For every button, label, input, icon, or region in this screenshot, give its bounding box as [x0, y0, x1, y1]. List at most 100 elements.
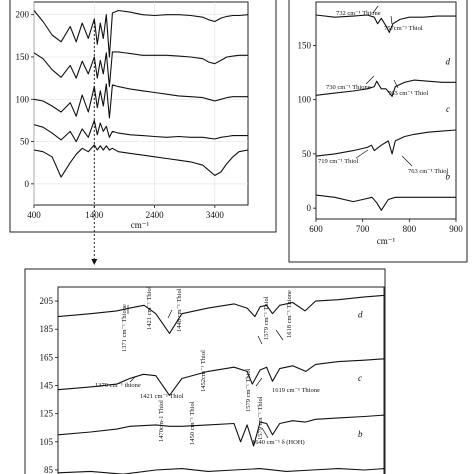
low-trace-1	[315, 14, 456, 33]
low-y-tick-label: 150	[298, 40, 312, 50]
mid-y-tick-label: 125	[40, 409, 54, 419]
annotation-1421-thiol-c: 1421 cm⁻¹ Thiol	[140, 393, 184, 400]
panel-low-trace-labels: edcb	[446, 0, 451, 181]
low-trace-label-c: c	[446, 104, 450, 114]
arrow-1619-c	[255, 377, 263, 387]
low-y-tick-label: 0	[307, 203, 312, 213]
panel-full-x-axis-label: cm⁻¹	[131, 220, 150, 230]
annotation-730-thione: 730 cm⁻¹ Thione	[326, 84, 371, 91]
low-x-tick-label: 900	[449, 224, 463, 234]
low-y-tick-label: 50	[302, 149, 312, 159]
panel-mid-traces	[57, 294, 385, 474]
low-trace-label-d: d	[446, 56, 451, 66]
annotation-1640-hoh: 1640 cm⁻¹ δ (HOH)	[252, 439, 305, 446]
panel-mid-trace-labels: d c b	[358, 309, 363, 439]
region-marker-arrow	[91, 259, 98, 265]
low-y-tick-label: 100	[298, 95, 312, 105]
full-trace-2	[33, 51, 248, 88]
full-y-tick-label: 50	[20, 137, 30, 147]
arrow-1579-d	[257, 335, 263, 345]
full-trace-1	[33, 9, 249, 58]
mid-y-tick-label: 185	[40, 324, 54, 334]
full-y-tick-label: 200	[16, 10, 30, 20]
low-x-tick-label: 700	[356, 224, 370, 234]
panel-mid-range: 85 105 125 145 165 185 205 d c b 1371 cm⁻¹ Thion…	[24, 268, 386, 474]
annotation-1579-thiol-c: 1579 cm⁻¹ Thiol	[245, 368, 252, 412]
panel-low-arrows	[355, 5, 413, 167]
mid-y-tick-label: 105	[40, 437, 54, 447]
panel-mid-annotations: 1371 cm⁻¹ Thione 1421 cm⁻¹ Thiol 1448 cm…	[95, 286, 320, 446]
mid-trace-2	[57, 358, 385, 396]
annotation-1450-thiol-b: 1450 cm⁻¹ Thiol	[189, 401, 196, 445]
arrow-730	[365, 75, 375, 85]
panel-full-frame	[9, 0, 277, 233]
low-trace-2	[315, 79, 456, 97]
arrow-719	[355, 149, 369, 159]
mid-trace-label-b: b	[358, 429, 363, 439]
panel-low-x-axis-label: cm⁻¹	[377, 236, 396, 246]
panel-mid-arrows	[127, 305, 284, 439]
panel-mid-y-ticks: 85 105 125 145 165 185 205	[40, 296, 58, 474]
mid-y-tick-label: 165	[40, 352, 54, 362]
full-trace-3	[33, 83, 248, 119]
annotation-719-thiol: 719 cm⁻¹ Thiol	[318, 158, 358, 165]
panel-low-y-ticks: 0 50 100 150	[298, 40, 316, 213]
arrow-1618-d	[275, 329, 284, 341]
panel-low-traces	[315, 14, 457, 211]
mid-y-tick-label: 145	[40, 381, 54, 391]
panel-low-plot-area	[315, 1, 457, 220]
arrow-732	[372, 5, 379, 14]
low-trace-label-b: b	[446, 171, 451, 181]
full-x-tick-label: 400	[27, 210, 41, 220]
panel-low-frame	[288, 0, 468, 263]
annotation-757-thiol: 757cm⁻¹ Thiol	[384, 25, 423, 32]
full-x-tick-label: 2400	[146, 210, 165, 220]
mid-trace-label-c: c	[358, 373, 362, 383]
low-x-tick-label: 800	[403, 224, 417, 234]
mid-trace-4	[57, 468, 385, 474]
annotation-1421-thiol-d: 1421 cm⁻¹ Thiol	[146, 286, 153, 330]
arrow-1421-d	[167, 309, 173, 319]
panel-mid-frame	[24, 268, 386, 474]
arrow-763-c	[401, 155, 413, 167]
annotation-1619-thione-c: 1619 cm⁻¹ Thione	[272, 387, 320, 394]
annotation-763-thiol-d: 763 cm⁻¹ Thiol	[388, 90, 428, 97]
panel-full-traces	[33, 9, 249, 178]
arrow-1370-c	[129, 375, 137, 383]
arrow-757	[390, 15, 393, 25]
full-trace-5	[33, 144, 249, 178]
low-x-tick-label: 600	[309, 224, 323, 234]
annotation-1448-thiol-d: 1448 cm⁻¹ Thiol	[176, 288, 183, 332]
arrow-1640	[261, 427, 269, 439]
annotation-1579-thiol-b: 1579 cm⁻¹ Thiol	[257, 396, 264, 440]
panel-low-annotations: 732 cm⁻¹ Thione 757cm⁻¹ Thiol 730 cm⁻¹ T…	[318, 10, 448, 175]
panel-mid-plot-area	[57, 286, 385, 474]
low-trace-4	[315, 194, 456, 211]
mid-y-tick-label: 205	[40, 296, 54, 306]
full-y-tick-label: 150	[16, 52, 30, 62]
panel-full-y-ticks: 0 50 100 150 200	[16, 10, 34, 189]
full-y-tick-label: 0	[25, 179, 30, 189]
annotation-1370-thione-c: 1370 cm⁻¹ thione	[95, 382, 141, 389]
mid-trace-label-d: d	[358, 309, 363, 319]
panel-low-x-ticks: 600 700 800 900	[309, 219, 463, 234]
full-trace-4	[33, 119, 248, 143]
full-x-tick-label: 3400	[206, 210, 225, 220]
mid-trace-1	[57, 294, 385, 334]
full-y-tick-label: 100	[16, 94, 30, 104]
annotation-1618-thione-d: 1618 cm⁻¹ Thione	[286, 290, 293, 338]
annotation-1470-thiol-b: 1470cm-1 Thiol	[158, 400, 165, 442]
mid-trace-3	[57, 414, 385, 447]
annotation-732-thione: 732 cm⁻¹ Thione	[336, 10, 381, 17]
annotation-1452-thiol-c: 1452cm⁻¹ Thiol	[200, 350, 207, 392]
annotation-763-thiol-c: 763 cm⁻¹ Thiol	[408, 168, 448, 175]
arrow-763-d	[393, 79, 399, 89]
low-trace-3	[315, 129, 457, 157]
annotation-1371-thione-d: 1371 cm⁻¹ Thione	[121, 304, 128, 352]
annotation-1579-thiol-d: 1579 cm⁻¹ Thiol	[263, 296, 270, 340]
panel-full-x-ticks: 400 1400 2400 3400	[27, 205, 224, 220]
mid-y-tick-label: 85	[44, 465, 54, 474]
